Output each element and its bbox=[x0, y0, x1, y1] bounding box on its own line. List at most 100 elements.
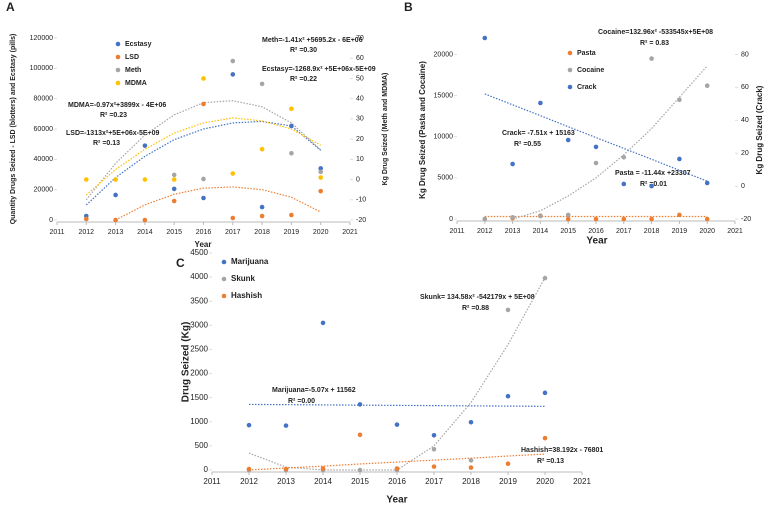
data-point bbox=[565, 137, 571, 143]
trendline bbox=[484, 93, 708, 182]
annotation: R² =0.88 bbox=[462, 305, 489, 312]
x-axis-label: Year bbox=[386, 495, 407, 506]
data-point bbox=[318, 169, 324, 175]
y-tick-label: 2500 bbox=[190, 345, 208, 354]
legend-marker bbox=[115, 54, 121, 60]
y-tick-label: 3500 bbox=[190, 296, 208, 305]
data-point bbox=[318, 166, 324, 171]
y2-tick-label: 30 bbox=[356, 116, 364, 123]
data-point bbox=[289, 212, 294, 218]
data-point bbox=[704, 180, 710, 186]
data-point bbox=[677, 212, 682, 218]
panel-label: C bbox=[176, 256, 185, 270]
legend-label: Marijuana bbox=[231, 257, 269, 266]
x-tick-label: 2021 bbox=[573, 477, 591, 486]
data-point bbox=[113, 177, 118, 182]
y2-axis-label: Kg Drug Seized (Meth and MDMA) bbox=[382, 73, 389, 186]
annotation: Hashish=38.192x - 76801 bbox=[521, 447, 603, 454]
data-point bbox=[542, 390, 548, 396]
data-point bbox=[649, 183, 654, 189]
x-tick-label: 2021 bbox=[727, 228, 743, 235]
annotation: Skunk= 134.58x² -542179x + 5E+08 bbox=[420, 294, 535, 301]
panel-label: B bbox=[404, 0, 413, 14]
data-point bbox=[538, 100, 543, 106]
x-tick-label: 2018 bbox=[462, 477, 480, 486]
data-point bbox=[142, 217, 148, 223]
data-point bbox=[649, 56, 654, 61]
annotation: Cocaine=132.96x² -533545x+5E+08 bbox=[598, 29, 713, 36]
y2-tick-label: 0 bbox=[741, 183, 745, 190]
legend-marker bbox=[221, 293, 227, 299]
legend-label: Pasta bbox=[577, 50, 596, 57]
annotation: R² =0.13 bbox=[537, 458, 564, 465]
x-tick-label: 2012 bbox=[240, 477, 258, 486]
annotation: R² =0.13 bbox=[93, 140, 120, 147]
legend-label: Skunk bbox=[231, 274, 256, 283]
legend-label: Cocaine bbox=[577, 67, 604, 74]
annotation: Meth=-1.41x² +5695.2x - 6E+06 bbox=[262, 37, 363, 44]
x-tick-label: 2013 bbox=[505, 228, 521, 235]
x-tick-label: 2016 bbox=[388, 477, 406, 486]
data-point bbox=[320, 466, 326, 471]
x-tick-label: 2019 bbox=[672, 228, 688, 235]
y-tick-label: 4500 bbox=[190, 248, 208, 257]
trendline bbox=[85, 117, 321, 196]
data-point bbox=[230, 58, 236, 64]
data-point bbox=[704, 83, 710, 89]
trendline bbox=[248, 403, 546, 407]
y-axis-label: Kg Drug Seized (Pasta and Cocaine) bbox=[418, 61, 427, 199]
y2-tick-label: 20 bbox=[356, 136, 364, 143]
legend-marker bbox=[567, 50, 573, 56]
data-point bbox=[201, 76, 206, 81]
data-point bbox=[171, 198, 177, 204]
data-point bbox=[201, 101, 206, 107]
x-tick-label: 2020 bbox=[313, 229, 329, 236]
y2-tick-label: 60 bbox=[356, 55, 364, 62]
data-point bbox=[289, 123, 294, 129]
data-point bbox=[482, 216, 488, 222]
trendline bbox=[512, 65, 708, 220]
annotation: Pasta = -11.44x +23307 bbox=[615, 170, 691, 177]
y2-axis-label: Kg Drug Seized (Crack) bbox=[755, 85, 764, 174]
y2-tick-label: -20 bbox=[741, 216, 751, 223]
data-point bbox=[246, 422, 252, 428]
x-tick-label: 2019 bbox=[499, 477, 517, 486]
y-tick-label: 4000 bbox=[190, 272, 208, 281]
data-point bbox=[565, 212, 571, 218]
data-point bbox=[431, 446, 437, 452]
y-tick-label: 100000 bbox=[30, 65, 53, 72]
y-tick-label: 120000 bbox=[30, 35, 53, 42]
data-point bbox=[357, 402, 363, 407]
y-tick-label: 10000 bbox=[434, 134, 454, 141]
x-tick-label: 2014 bbox=[314, 477, 332, 486]
trendline bbox=[85, 120, 322, 206]
data-point bbox=[289, 150, 294, 156]
data-point bbox=[246, 466, 252, 472]
data-point bbox=[677, 156, 682, 162]
data-point bbox=[171, 186, 177, 192]
y-tick-label: 3000 bbox=[190, 320, 208, 329]
y-tick-label: 40000 bbox=[34, 156, 54, 163]
x-tick-label: 2011 bbox=[203, 477, 221, 486]
data-point bbox=[505, 393, 511, 399]
data-point bbox=[142, 177, 148, 182]
x-tick-label: 2019 bbox=[284, 229, 300, 236]
x-tick-label: 2013 bbox=[108, 229, 124, 236]
x-tick-label: 2012 bbox=[477, 228, 493, 235]
y-axis-label: Drug Seized (Kg) bbox=[181, 322, 192, 403]
data-point bbox=[230, 171, 236, 176]
x-tick-label: 2016 bbox=[588, 228, 604, 235]
x-tick-label: 2015 bbox=[166, 229, 182, 236]
annotation: Ecstasy=-1268.9x² +5E+06x-5E+09 bbox=[262, 66, 376, 73]
legend-marker bbox=[115, 80, 121, 86]
data-point bbox=[593, 160, 599, 166]
y2-tick-label: 70 bbox=[356, 35, 364, 42]
data-point bbox=[468, 465, 474, 470]
y-tick-label: 1000 bbox=[190, 417, 208, 426]
x-tick-label: 2015 bbox=[351, 477, 369, 486]
data-point bbox=[394, 422, 400, 427]
x-tick-label: 2011 bbox=[49, 229, 64, 236]
y-axis-label: Quantity Drugs Seized - LSD (blotters) a… bbox=[10, 34, 17, 225]
legend-label: Crack bbox=[577, 84, 597, 91]
